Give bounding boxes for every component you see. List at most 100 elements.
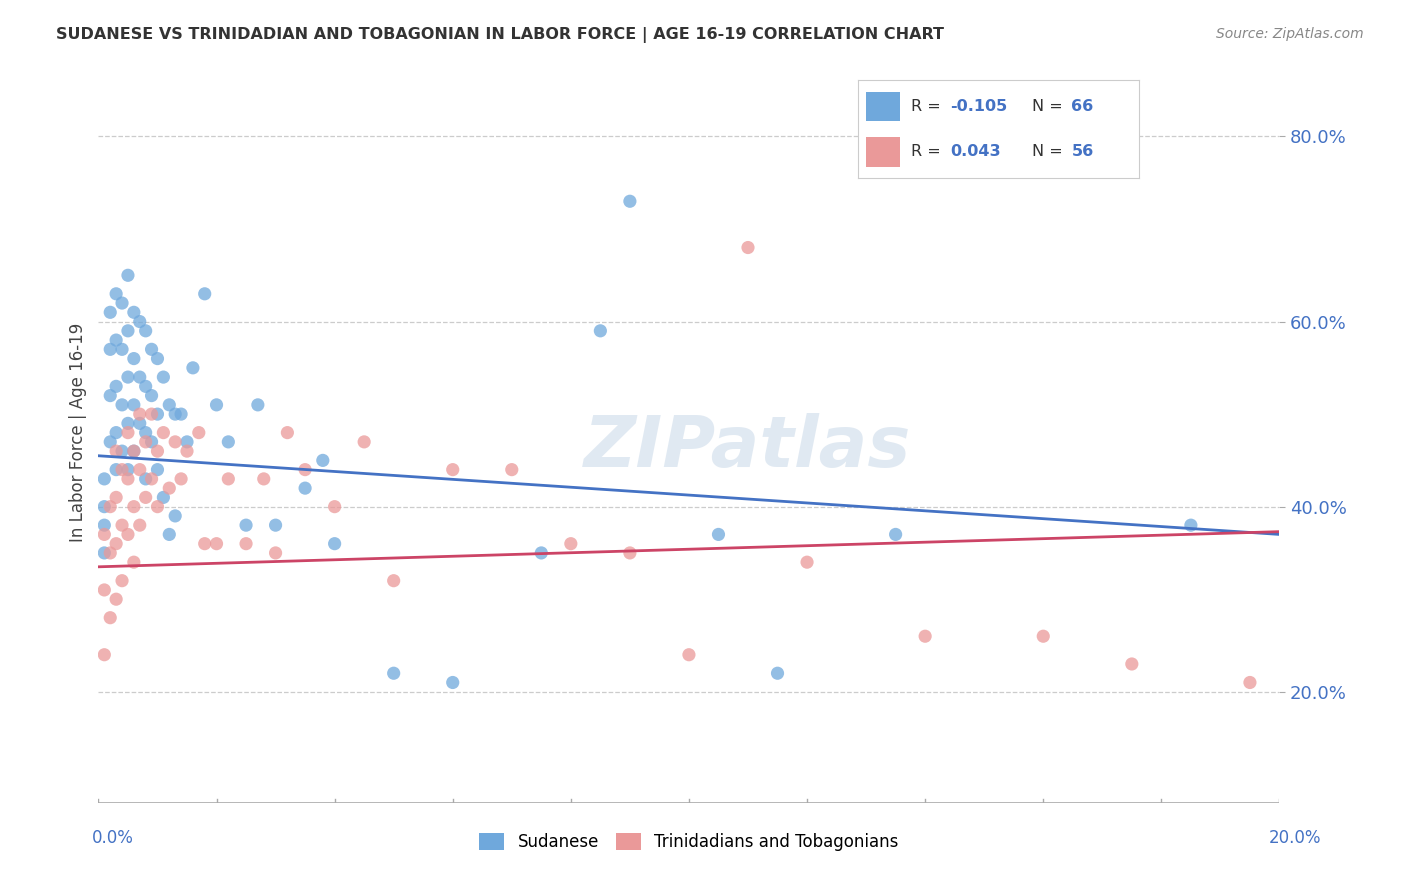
Point: [122, 398, 145, 412]
Point: [152, 491, 174, 505]
Point: [884, 527, 907, 541]
Point: [766, 666, 789, 681]
Point: [135, 425, 157, 440]
Text: 66: 66: [1071, 99, 1094, 114]
Point: [111, 518, 134, 533]
Point: [235, 518, 257, 533]
Point: [111, 574, 134, 588]
Point: [141, 389, 163, 403]
Point: [187, 425, 209, 440]
Point: [111, 296, 134, 310]
Point: [146, 407, 169, 421]
Point: [530, 546, 553, 560]
Point: [323, 536, 346, 550]
Point: [135, 434, 157, 449]
Point: [98, 500, 121, 514]
Point: [128, 407, 150, 421]
Point: [707, 527, 730, 541]
Point: [128, 417, 150, 431]
Point: [128, 370, 150, 384]
Point: [294, 481, 316, 495]
Point: [117, 370, 139, 384]
Point: [1032, 629, 1054, 643]
Text: SUDANESE VS TRINIDADIAN AND TOBAGONIAN IN LABOR FORCE | AGE 16-19 CORRELATION CH: SUDANESE VS TRINIDADIAN AND TOBAGONIAN I…: [56, 27, 945, 43]
Point: [501, 462, 523, 476]
Point: [181, 360, 204, 375]
Point: [176, 434, 198, 449]
Point: [152, 370, 174, 384]
Point: [122, 500, 145, 514]
Point: [253, 472, 276, 486]
Point: [135, 324, 157, 338]
Point: [93, 546, 115, 560]
Point: [135, 491, 157, 505]
Point: [157, 527, 180, 541]
Text: N =: N =: [1032, 99, 1069, 114]
Point: [235, 536, 257, 550]
Point: [146, 444, 169, 458]
Point: [619, 546, 641, 560]
Text: 20.0%: 20.0%: [1270, 829, 1322, 847]
Point: [141, 434, 163, 449]
Point: [1121, 657, 1143, 671]
Point: [165, 407, 187, 421]
Point: [128, 314, 150, 328]
Point: [117, 268, 139, 283]
Point: [1180, 518, 1202, 533]
Bar: [866, 137, 900, 167]
Point: [441, 675, 464, 690]
Point: [111, 444, 134, 458]
Text: -0.105: -0.105: [950, 99, 1008, 114]
Point: [111, 462, 134, 476]
Point: [217, 472, 239, 486]
Bar: [866, 92, 900, 121]
Point: [589, 324, 612, 338]
Point: [105, 462, 128, 476]
Point: [194, 536, 217, 550]
Point: [170, 407, 193, 421]
Point: [111, 343, 134, 357]
Text: N =: N =: [1032, 145, 1069, 160]
Point: [105, 444, 128, 458]
Point: [105, 491, 128, 505]
Point: [205, 398, 228, 412]
Point: [312, 453, 335, 467]
Point: [122, 444, 145, 458]
Point: [146, 462, 169, 476]
Point: [737, 240, 759, 254]
Text: R =: R =: [911, 145, 946, 160]
Point: [128, 518, 150, 533]
Point: [122, 555, 145, 569]
Point: [98, 305, 121, 319]
Point: [122, 444, 145, 458]
Point: [619, 194, 641, 209]
Point: [117, 527, 139, 541]
Text: R =: R =: [911, 99, 946, 114]
Point: [93, 518, 115, 533]
Point: [98, 434, 121, 449]
Point: [98, 546, 121, 560]
Point: [441, 462, 464, 476]
Point: [117, 472, 139, 486]
Point: [117, 417, 139, 431]
Text: 56: 56: [1071, 145, 1094, 160]
Point: [264, 546, 287, 560]
Legend: Sudanese, Trinidadians and Tobagonians: Sudanese, Trinidadians and Tobagonians: [472, 826, 905, 857]
Point: [678, 648, 700, 662]
Point: [353, 434, 375, 449]
Point: [382, 574, 405, 588]
Y-axis label: In Labor Force | Age 16-19: In Labor Force | Age 16-19: [69, 323, 87, 542]
Text: 0.043: 0.043: [950, 145, 1001, 160]
Point: [157, 481, 180, 495]
Point: [98, 610, 121, 624]
Point: [111, 398, 134, 412]
Point: [93, 472, 115, 486]
Point: [146, 351, 169, 366]
Point: [128, 462, 150, 476]
Point: [135, 472, 157, 486]
Point: [560, 536, 582, 550]
Point: [93, 648, 115, 662]
Point: [217, 434, 239, 449]
Point: [170, 472, 193, 486]
Point: [323, 500, 346, 514]
